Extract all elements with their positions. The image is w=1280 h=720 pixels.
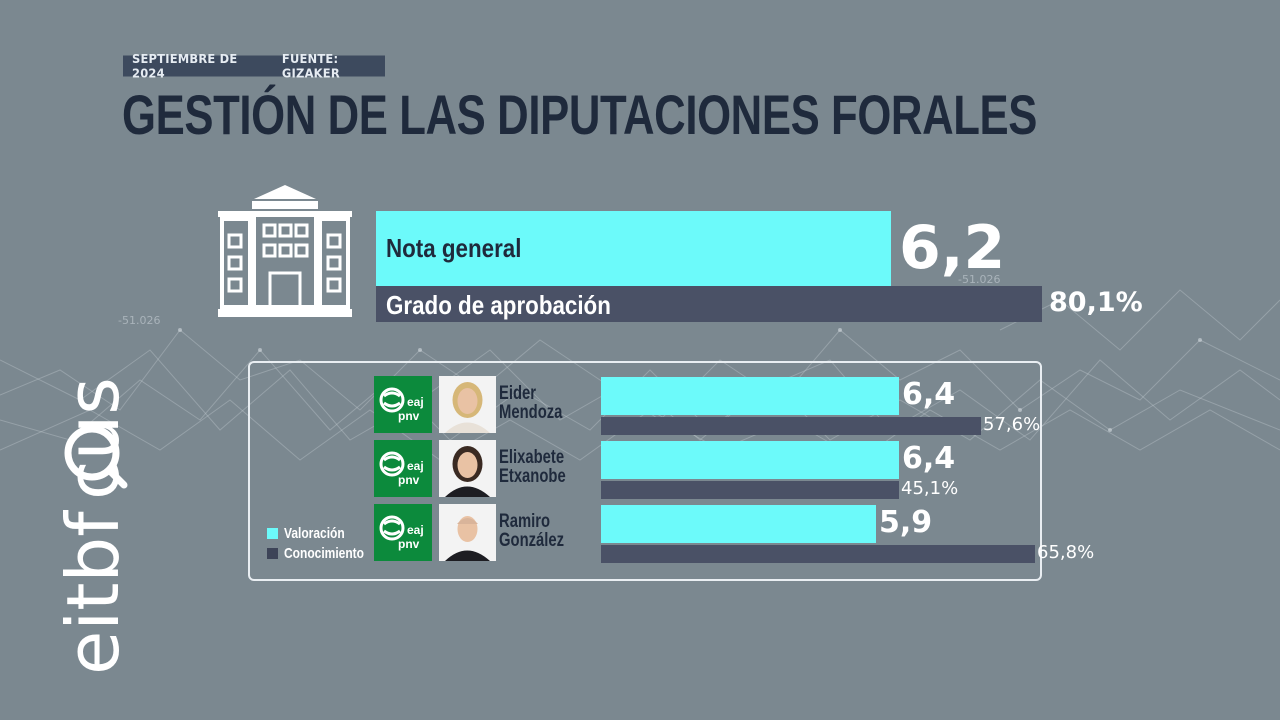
candidate-last-name: González <box>499 530 565 551</box>
legend-item-valoracion: Valoración <box>267 523 384 543</box>
candidate-photo <box>439 504 496 561</box>
candidates-panel <box>248 361 1042 581</box>
candidate-photo <box>439 440 496 497</box>
party-logo-text: eaj <box>407 459 424 473</box>
nota-general-label: Nota general <box>386 233 522 263</box>
background-label: -51.026 <box>118 314 161 327</box>
legend-label-conocimiento: Conocimiento <box>284 544 364 562</box>
date-label: SEPTIEMBRE DE 2024 <box>132 51 238 81</box>
logo-text: eitbf <box>60 510 130 675</box>
magnifier-icon <box>64 425 128 489</box>
logo-svg: eitbf cus <box>51 377 135 675</box>
party-logo-text: eaj <box>407 523 424 537</box>
source-tag: SEPTIEMBRE DE 2024 FUENTE: GIZAKER <box>123 51 385 81</box>
party-logo-pnv: eaj pnv <box>374 504 432 561</box>
candidate-photo <box>439 376 496 433</box>
party-logo-pnv: eaj pnv <box>374 440 432 497</box>
conocimiento-value: 57,6% <box>983 414 1041 435</box>
candidate-last-name: Mendoza <box>499 402 563 423</box>
source-label: FUENTE: GIZAKER <box>281 51 340 81</box>
candidate-last-name: Etxanobe <box>499 466 566 487</box>
nota-general-bar <box>376 211 891 286</box>
grado-aprobacion-label: Grado de aprobación <box>386 290 611 320</box>
legend-item-conocimiento: Conocimiento <box>267 543 384 563</box>
valoracion-value: 5,9 <box>879 505 933 540</box>
valoracion-value: 6,4 <box>902 441 956 476</box>
conocimiento-bar <box>601 545 1035 563</box>
conocimiento-value: 65,8% <box>1037 542 1095 563</box>
grado-aprobacion-bar <box>376 286 1042 322</box>
candidate-first-name: Ramiro <box>499 511 551 532</box>
nota-general-value: 6,2 <box>899 213 1006 283</box>
legend-label-valoracion: Valoración <box>284 524 345 542</box>
party-logo-pnv: eaj pnv <box>374 376 432 433</box>
legend-swatch-conocimiento <box>267 547 278 559</box>
valoracion-bar <box>601 505 876 543</box>
candidate-first-name: Eider <box>499 383 537 404</box>
legend: Valoración Conocimiento <box>267 523 384 563</box>
party-logo-text: eaj <box>407 395 424 409</box>
eitbfocus-logo: eitbf cus <box>51 205 135 675</box>
candidate-first-name: Elixabete <box>499 447 565 468</box>
party-logo-text: pnv <box>398 409 420 423</box>
valoracion-value: 6,4 <box>902 377 956 412</box>
background-label: -51.026 <box>958 273 1001 286</box>
conocimiento-bar <box>601 481 899 499</box>
party-logo-text: pnv <box>398 537 420 551</box>
conocimiento-bar <box>601 417 981 435</box>
page-title: GESTIÓN DE LAS DIPUTACIONES FORALES <box>122 83 1038 146</box>
valoracion-bar <box>601 377 899 415</box>
valoracion-bar <box>601 441 899 479</box>
grado-aprobacion-value: 80,1% <box>1049 287 1143 318</box>
building-icon <box>218 185 352 317</box>
legend-swatch-valoracion <box>267 527 278 539</box>
party-logo-text: pnv <box>398 473 420 487</box>
conocimiento-value: 45,1% <box>901 478 959 499</box>
